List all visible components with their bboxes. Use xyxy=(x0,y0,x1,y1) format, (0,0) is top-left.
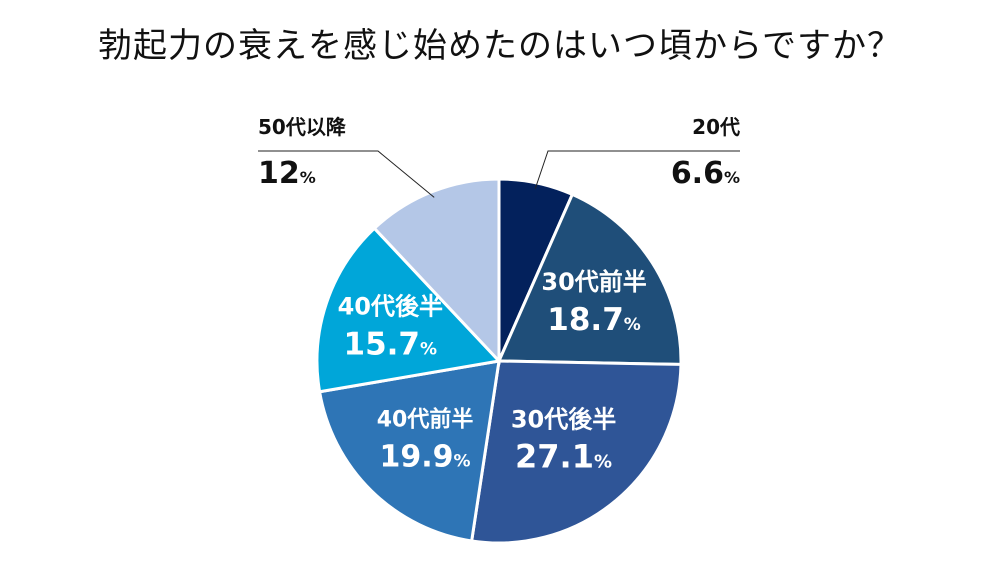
pie-slice xyxy=(372,177,501,365)
chart-title: 勃起力の衰えを感じ始めたのはいつ頃からですか？ xyxy=(98,26,902,66)
slice-category-label: 50代以降 xyxy=(258,115,347,139)
slice-category-label: 30代前半 xyxy=(541,268,646,296)
slice-category-label: 40代後半 xyxy=(338,293,443,321)
pie-slice xyxy=(496,192,683,366)
slice-value-label: 6.6% xyxy=(671,156,740,191)
slice-category-label: 20代 xyxy=(692,115,740,139)
slice-value-label: 12% xyxy=(258,156,316,191)
leader-line xyxy=(258,150,435,198)
slice-category-label: 30代後半 xyxy=(511,406,616,434)
pie-slice xyxy=(315,226,503,394)
slice-category-label: 40代前半 xyxy=(377,406,474,432)
pie-slice xyxy=(317,359,501,543)
leader-line xyxy=(534,150,740,189)
pie-slice xyxy=(469,359,683,545)
